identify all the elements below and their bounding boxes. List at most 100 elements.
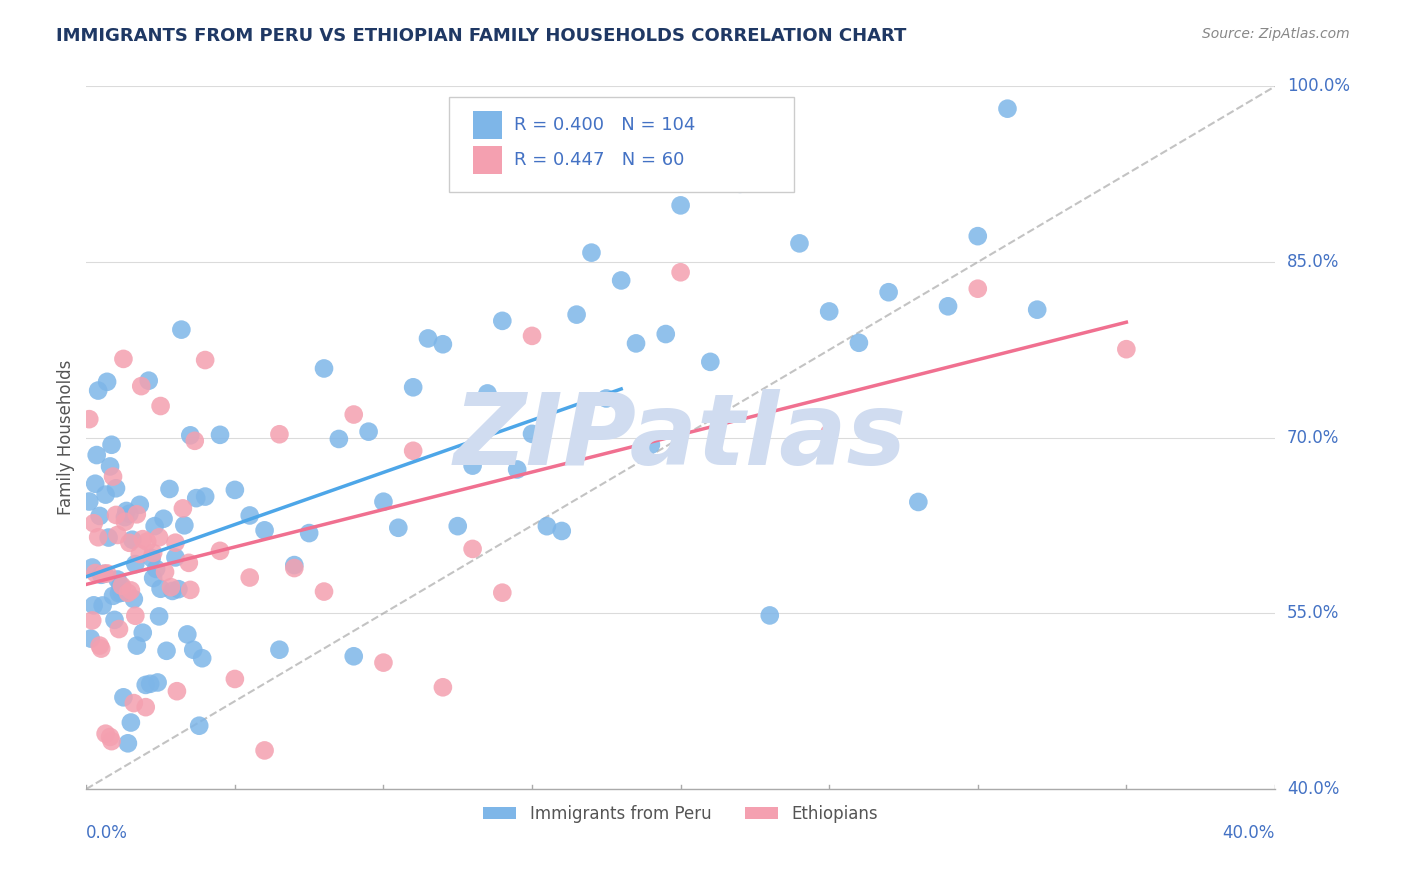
Point [121,533,143,547]
Point [149,399,172,413]
Point [194,353,217,368]
Point [936,299,959,313]
Point [373,656,395,670]
Point [997,102,1019,116]
Point [343,408,366,422]
Point [143,519,166,533]
Point [818,304,841,318]
Point [142,571,165,585]
Point [184,434,207,448]
Point [208,544,231,558]
Point [520,426,543,441]
Text: IMMIGRANTS FROM PERU VS ETHIOPIAN FAMILY HOUSEHOLDS CORRELATION CHART: IMMIGRANTS FROM PERU VS ETHIOPIAN FAMILY… [56,27,907,45]
Point [100,438,122,452]
Point [818,426,841,441]
Point [98,459,121,474]
Point [83,516,105,531]
Point [536,519,558,533]
Point [191,651,214,665]
Point [87,530,110,544]
Point [148,530,170,544]
Point [176,627,198,641]
Point [141,551,163,566]
Point [165,550,187,565]
Point [118,507,141,521]
Point [125,639,148,653]
Point [115,504,138,518]
Point [87,384,110,398]
Point [80,632,103,646]
Point [477,386,499,401]
Point [94,488,117,502]
Point [624,336,647,351]
Point [101,469,124,483]
Point [669,198,692,212]
Point [172,501,194,516]
Point [84,566,107,580]
Point [139,677,162,691]
Point [208,427,231,442]
Point [877,285,900,300]
Point [135,700,157,714]
Point [122,592,145,607]
Point [83,599,105,613]
Point [373,494,395,508]
Point [111,585,134,599]
Point [120,583,142,598]
Point [129,379,152,393]
Point [699,355,721,369]
Legend: Immigrants from Peru, Ethiopians: Immigrants from Peru, Ethiopians [477,798,884,830]
Point [328,432,350,446]
Point [142,546,165,560]
Point [491,314,513,328]
Point [167,582,190,597]
Point [96,375,118,389]
Point [173,518,195,533]
Point [86,448,108,462]
Point [159,482,181,496]
Point [402,380,425,394]
Point [117,586,139,600]
Text: 40.0%: 40.0% [1223,824,1275,842]
Point [343,649,366,664]
Point [90,641,112,656]
Point [194,490,217,504]
Point [966,282,988,296]
Point [100,734,122,748]
Point [655,327,678,342]
Point [447,519,470,533]
Point [253,524,276,538]
Point [128,547,150,561]
FancyBboxPatch shape [472,111,502,139]
Text: 100.0%: 100.0% [1286,78,1350,95]
Point [669,265,692,279]
Point [107,528,129,542]
Point [90,567,112,582]
Point [108,586,131,600]
Point [416,331,439,345]
Point [132,532,155,546]
Point [112,690,135,705]
Point [848,335,870,350]
Point [132,625,155,640]
Point [110,578,132,592]
Point [153,565,176,579]
Point [179,428,201,442]
Point [107,573,129,587]
Point [269,427,291,442]
Point [387,521,409,535]
Point [432,681,454,695]
Text: Source: ZipAtlas.com: Source: ZipAtlas.com [1202,27,1350,41]
Point [357,425,380,439]
Point [122,696,145,710]
Point [907,495,929,509]
Point [103,613,125,627]
Point [1026,302,1049,317]
Text: 70.0%: 70.0% [1286,429,1339,447]
Point [96,566,118,581]
Point [789,236,811,251]
Point [966,229,988,244]
Point [136,534,159,549]
Point [461,541,484,556]
Point [283,558,305,573]
